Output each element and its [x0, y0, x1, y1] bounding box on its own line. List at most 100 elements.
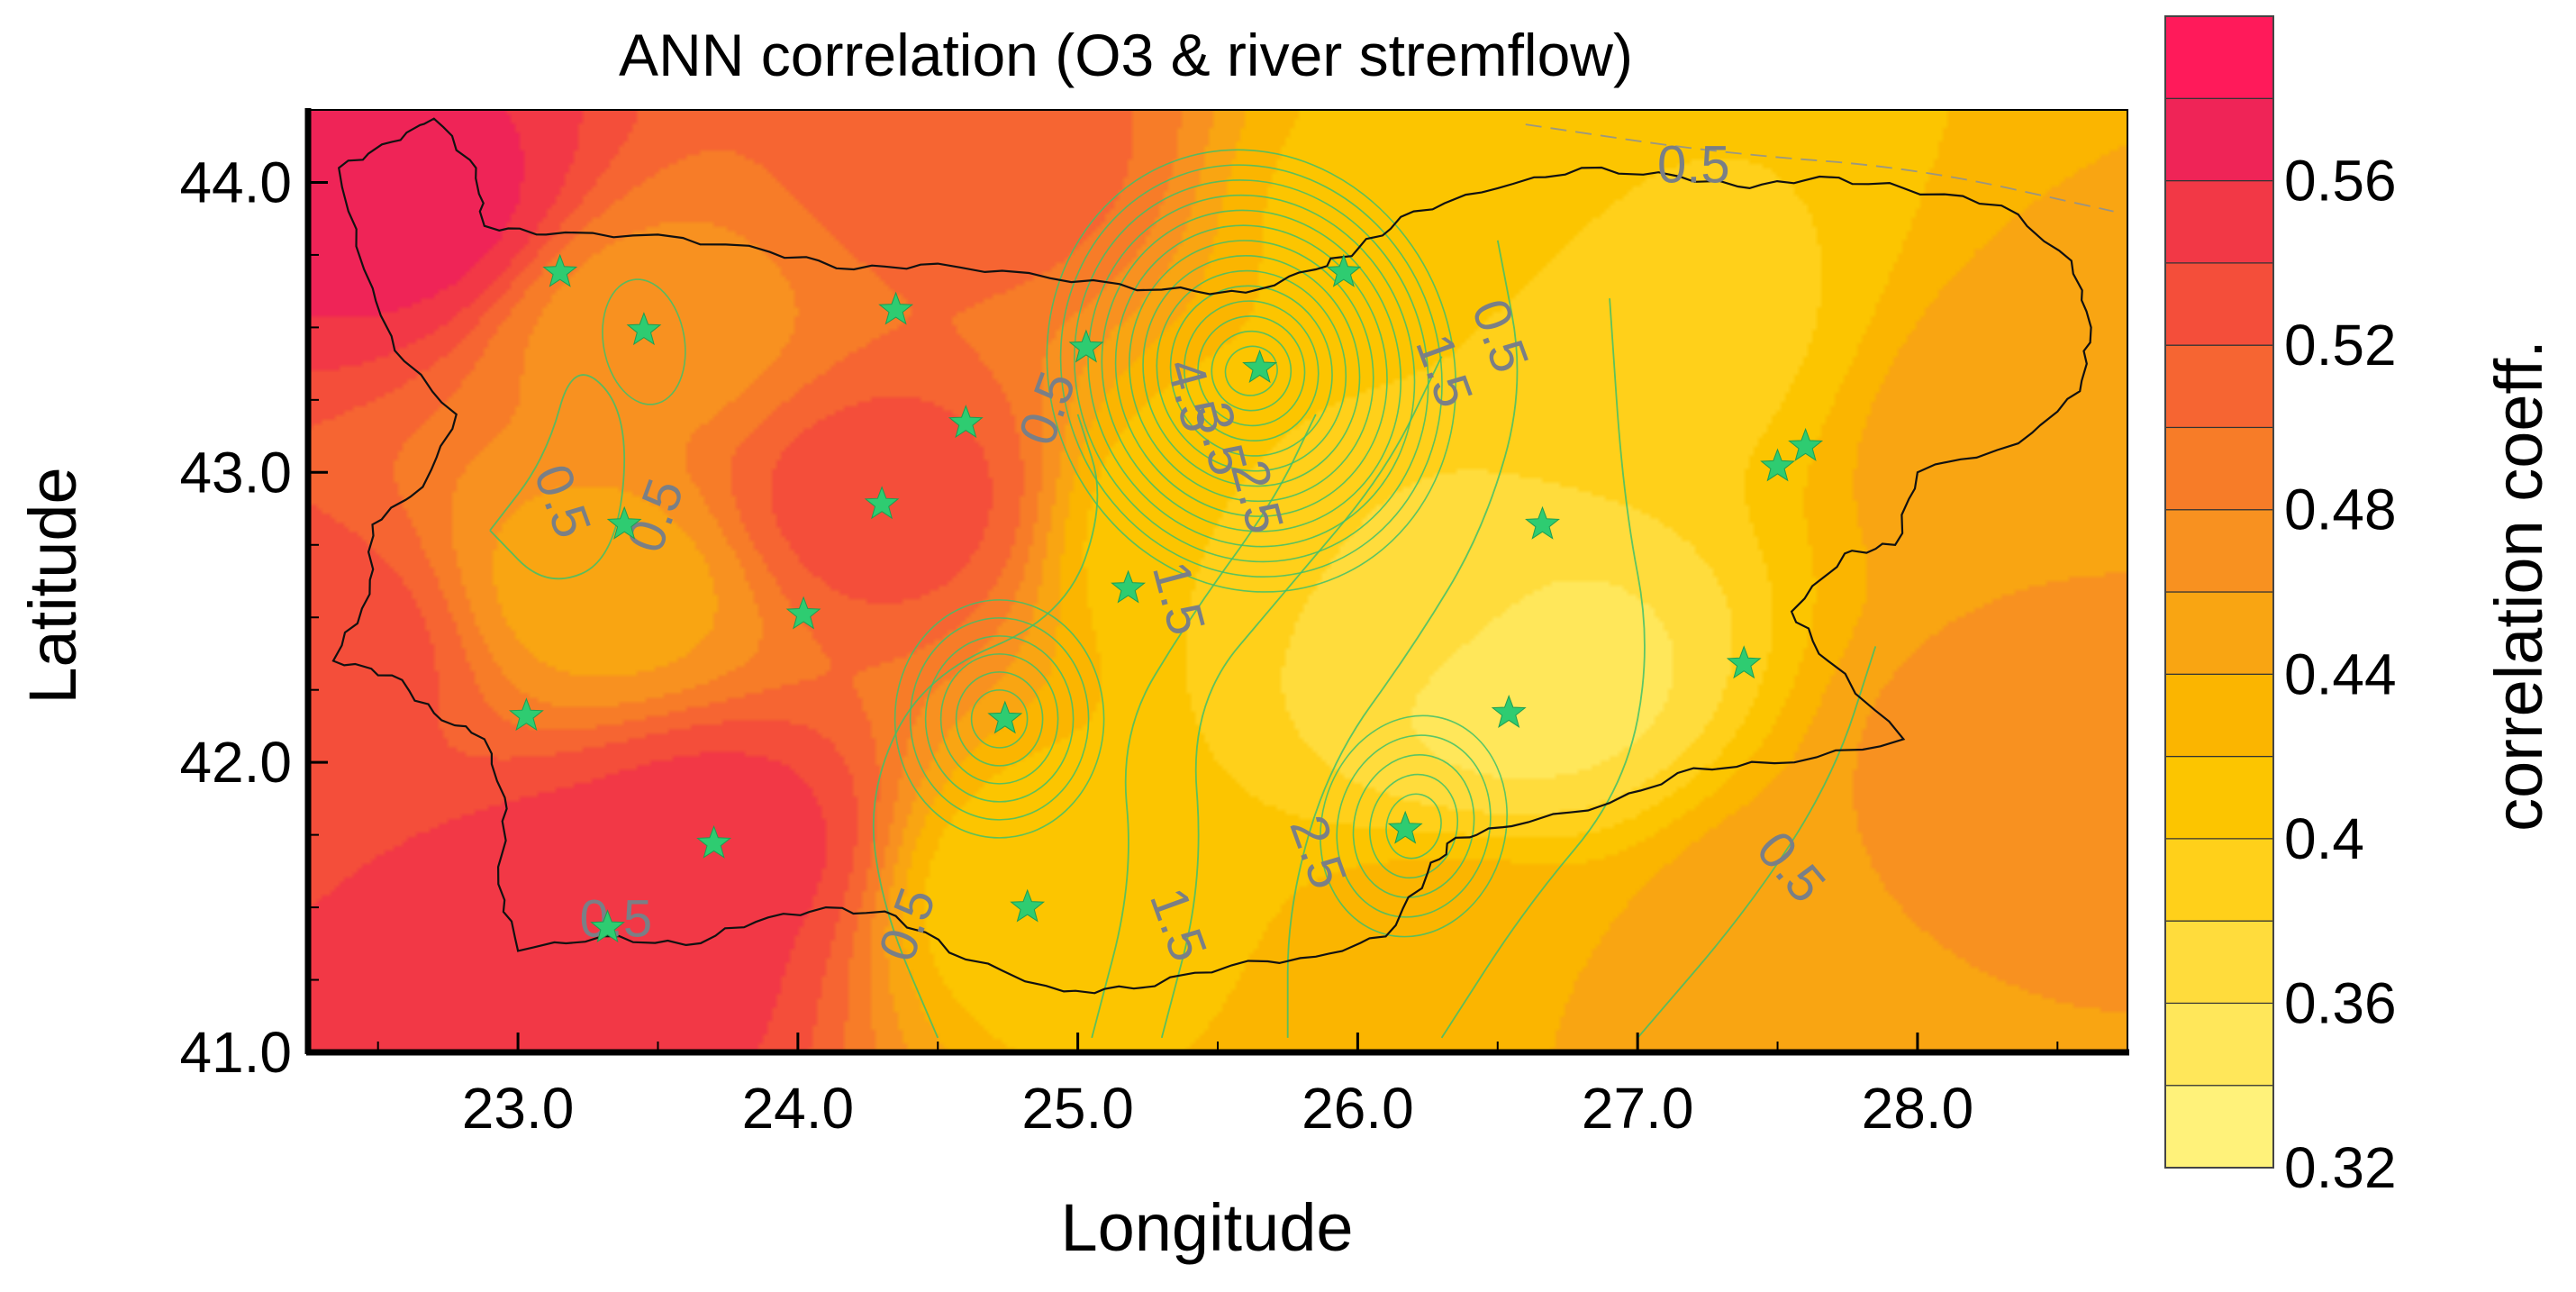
contour-ring-west	[602, 278, 686, 405]
station-marker	[606, 505, 642, 540]
colorbar-segment	[2164, 1085, 2274, 1169]
contour-ring-center	[970, 689, 1029, 749]
x-tick-label: 24.0	[742, 1076, 855, 1141]
colorbar-frame	[2164, 15, 2274, 1169]
station-marker	[1726, 645, 1762, 679]
contour-ring-north	[1211, 330, 1293, 412]
contour-ring-center	[939, 653, 1059, 785]
contour-ring-north	[1184, 300, 1320, 442]
y-tick-label: 44.0	[179, 150, 292, 214]
contour-line	[1525, 123, 2114, 213]
colorbar-segment	[2164, 97, 2274, 182]
station-marker	[948, 405, 984, 439]
station-marker	[1788, 427, 1824, 461]
y-tick-label: 41.0	[179, 1020, 292, 1085]
station-marker	[1111, 569, 1146, 604]
x-tick-label: 27.0	[1582, 1076, 1694, 1141]
station-marker	[1068, 329, 1104, 363]
contour-ring-north	[1046, 149, 1457, 593]
contour-ring-north	[1169, 285, 1333, 457]
colorbar-segment	[2164, 920, 2274, 1005]
colorbar-segment	[2164, 262, 2274, 346]
contour-ring-north	[1224, 345, 1278, 396]
colorbar-segment	[2164, 673, 2274, 758]
contour-ring-north	[1074, 179, 1429, 563]
station-marker	[626, 312, 662, 346]
colorbar-tick-label: 0.48	[2284, 478, 2397, 542]
contour-line	[1440, 298, 1646, 1039]
contour-ring-south	[1352, 754, 1475, 898]
contour-labels: 0.5 0.50.5 4.53.52.51.51.50.50.51.52.50.50…	[522, 135, 1837, 969]
colorbar-segment	[2164, 755, 2274, 840]
contour-ring-south	[1336, 734, 1492, 918]
contour-ring-center	[909, 617, 1090, 821]
station-marker	[1525, 505, 1560, 540]
colorbar-tick-label: 0.32	[2284, 1135, 2397, 1200]
x-tick-label: 25.0	[1021, 1076, 1134, 1141]
contour-ring-south	[1320, 714, 1508, 938]
contour-ring-north	[1101, 209, 1402, 532]
colorbar-tick-label: 0.52	[2284, 313, 2397, 378]
station-marker	[864, 486, 900, 520]
contour-line	[1091, 414, 1317, 1039]
station-marker	[542, 253, 578, 287]
axes: 23.0 24.0 25.0 26.0 27.0 28.0 41.0 42.0 43.0 44.…	[179, 108, 2129, 1141]
contour-label: 0.5	[1657, 135, 1730, 194]
colorbar-segment	[2164, 1002, 2274, 1087]
station-marker	[1491, 694, 1527, 728]
contour-ring-center	[955, 671, 1044, 767]
colorbar-segment	[2164, 179, 2274, 264]
contour-ring-north	[1142, 254, 1361, 487]
y-tick-label: 42.0	[179, 730, 292, 795]
station-marker	[1326, 253, 1362, 287]
y-axis-label: Latitude	[15, 467, 90, 704]
station-marker	[508, 697, 544, 732]
x-tick-label: 26.0	[1302, 1076, 1414, 1141]
contour-line	[872, 414, 1099, 1039]
station-marker	[785, 596, 821, 630]
y-ticks: 41.0 42.0 43.0 44.0	[179, 150, 328, 1085]
contour-ring-north	[1087, 194, 1416, 548]
contour-ring-north	[1129, 240, 1374, 503]
station-marker	[590, 909, 625, 943]
station-marker	[1242, 349, 1278, 383]
plot-area: 0.5 0.50.5 4.53.52.51.51.50.50.51.52.50.50…	[308, 110, 2127, 1052]
colorbar: 0.32 0.36 0.4 0.44 0.48 0.52 0.56	[2164, 15, 2397, 1200]
colorbar-tick-label: 0.56	[2284, 149, 2397, 214]
bulgaria-border	[331, 117, 2092, 995]
station-marker	[1010, 888, 1046, 923]
station-marker	[987, 700, 1023, 734]
contour-line	[489, 374, 626, 580]
colorbar-tick-label: 0.44	[2284, 641, 2397, 706]
station-marker	[696, 824, 732, 859]
chart-title: ANN correlation (O3 & river stremflow)	[619, 22, 1633, 88]
colorbar-tick-label: 0.4	[2284, 806, 2364, 871]
contour-ring-north	[1059, 164, 1443, 578]
station-marker	[1387, 810, 1423, 844]
x-tick-label: 23.0	[462, 1076, 575, 1141]
colorbar-segment	[2164, 344, 2274, 429]
x-ticks: 23.0 24.0 25.0 26.0 27.0 28.0	[376, 1033, 2059, 1141]
y-tick-label: 43.0	[179, 440, 292, 505]
colorbar-segment	[2164, 591, 2274, 675]
colorbar-segment	[2164, 838, 2274, 922]
colorbar-tick-label: 0.36	[2284, 970, 2397, 1035]
contour-ring-north	[1156, 269, 1347, 472]
x-axis-label: Longitude	[1060, 1190, 1353, 1265]
contour-ring-north	[1197, 315, 1306, 427]
contour-ring-south	[1385, 793, 1442, 860]
colorbar-segment	[2164, 509, 2274, 593]
colorbar-label: correlation coeff.	[2481, 340, 2556, 832]
contour-line	[1160, 356, 1443, 1039]
contour-ring-center	[924, 635, 1075, 803]
contour-ring-north	[1114, 224, 1388, 517]
contour-lines	[489, 123, 2114, 1039]
contour-ring-center	[893, 599, 1105, 839]
stations	[508, 253, 1824, 943]
contour-line	[1286, 240, 1519, 1038]
x-tick-label: 28.0	[1862, 1076, 1974, 1141]
colorbar-segment	[2164, 15, 2274, 99]
heatmap	[308, 110, 2127, 1052]
station-marker	[1760, 448, 1795, 482]
